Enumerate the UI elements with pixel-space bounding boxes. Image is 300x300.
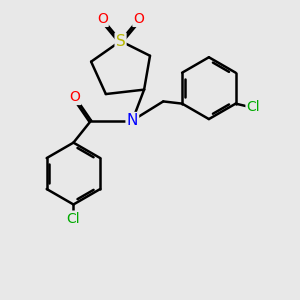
Text: Cl: Cl xyxy=(67,212,80,226)
Text: O: O xyxy=(134,12,144,26)
Text: N: N xyxy=(127,113,138,128)
Text: O: O xyxy=(70,90,80,104)
Text: S: S xyxy=(116,34,125,49)
Text: Cl: Cl xyxy=(247,100,260,114)
Text: O: O xyxy=(97,12,108,26)
